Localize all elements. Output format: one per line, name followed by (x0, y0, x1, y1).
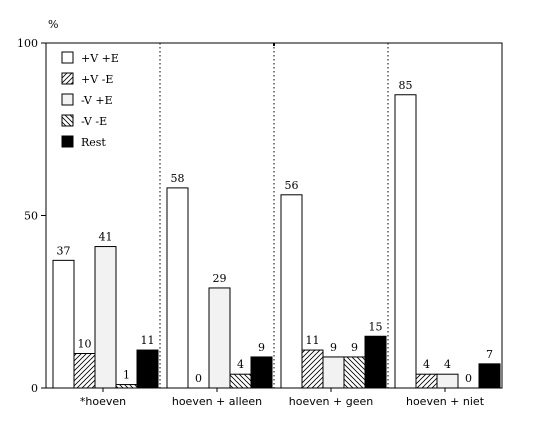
legend-label: Rest (81, 136, 106, 149)
bar-value-label: 41 (99, 231, 113, 244)
legend-swatch (61, 51, 74, 64)
category-label: hoeven + geen (289, 395, 373, 408)
bar-value-label: 56 (285, 179, 299, 192)
bar-value-label: 0 (465, 372, 472, 385)
legend-label: +V -E (81, 73, 113, 86)
bar (94, 246, 117, 389)
bar (73, 353, 96, 389)
bar-value-label: 4 (444, 358, 451, 371)
y-axis-label: % (48, 18, 58, 31)
legend-label: +V +E (81, 52, 119, 65)
bar (415, 373, 438, 389)
bar (436, 373, 459, 389)
bar-value-label: 15 (369, 320, 383, 333)
legend-swatch (61, 93, 74, 106)
bar-value-label: 11 (141, 334, 155, 347)
bar-value-label: 9 (258, 341, 265, 354)
bar-value-label: 1 (123, 369, 130, 382)
bar-value-label: 37 (57, 244, 71, 257)
bar (280, 194, 303, 389)
bar (208, 287, 231, 389)
y-tick-label: 100 (17, 37, 38, 50)
legend-label: -V -E (81, 115, 107, 128)
category-label: hoeven + alleen (172, 395, 262, 408)
bar-value-label: 9 (351, 341, 358, 354)
bar (136, 349, 159, 389)
bar-value-label: 4 (423, 358, 430, 371)
bar-value-label: 9 (330, 341, 337, 354)
category-label: *hoeven (80, 395, 126, 408)
bar-value-label: 29 (213, 272, 227, 285)
legend-swatch (61, 114, 74, 127)
bar-value-label: 85 (399, 79, 413, 92)
bar-value-label: 10 (78, 338, 92, 351)
bar (250, 356, 273, 389)
bar (478, 363, 501, 389)
bar (229, 373, 252, 389)
legend-swatch (61, 72, 74, 85)
bar-value-label: 11 (306, 334, 320, 347)
bar (301, 349, 324, 389)
bar-value-label: 58 (171, 172, 185, 185)
bar (394, 94, 417, 389)
bar-value-label: 4 (237, 358, 244, 371)
bar-value-label: 0 (195, 372, 202, 385)
bar (322, 356, 345, 389)
bar (343, 356, 366, 389)
y-tick-label: 50 (24, 210, 38, 223)
bar (115, 384, 138, 389)
bar-value-label: 7 (486, 348, 493, 361)
bar (52, 259, 75, 389)
legend-swatch (61, 135, 74, 148)
y-tick-label: 0 (31, 382, 38, 395)
category-label: hoeven + niet (406, 395, 485, 408)
bar (166, 187, 189, 389)
legend-label: -V +E (81, 94, 113, 107)
bar (364, 335, 387, 389)
